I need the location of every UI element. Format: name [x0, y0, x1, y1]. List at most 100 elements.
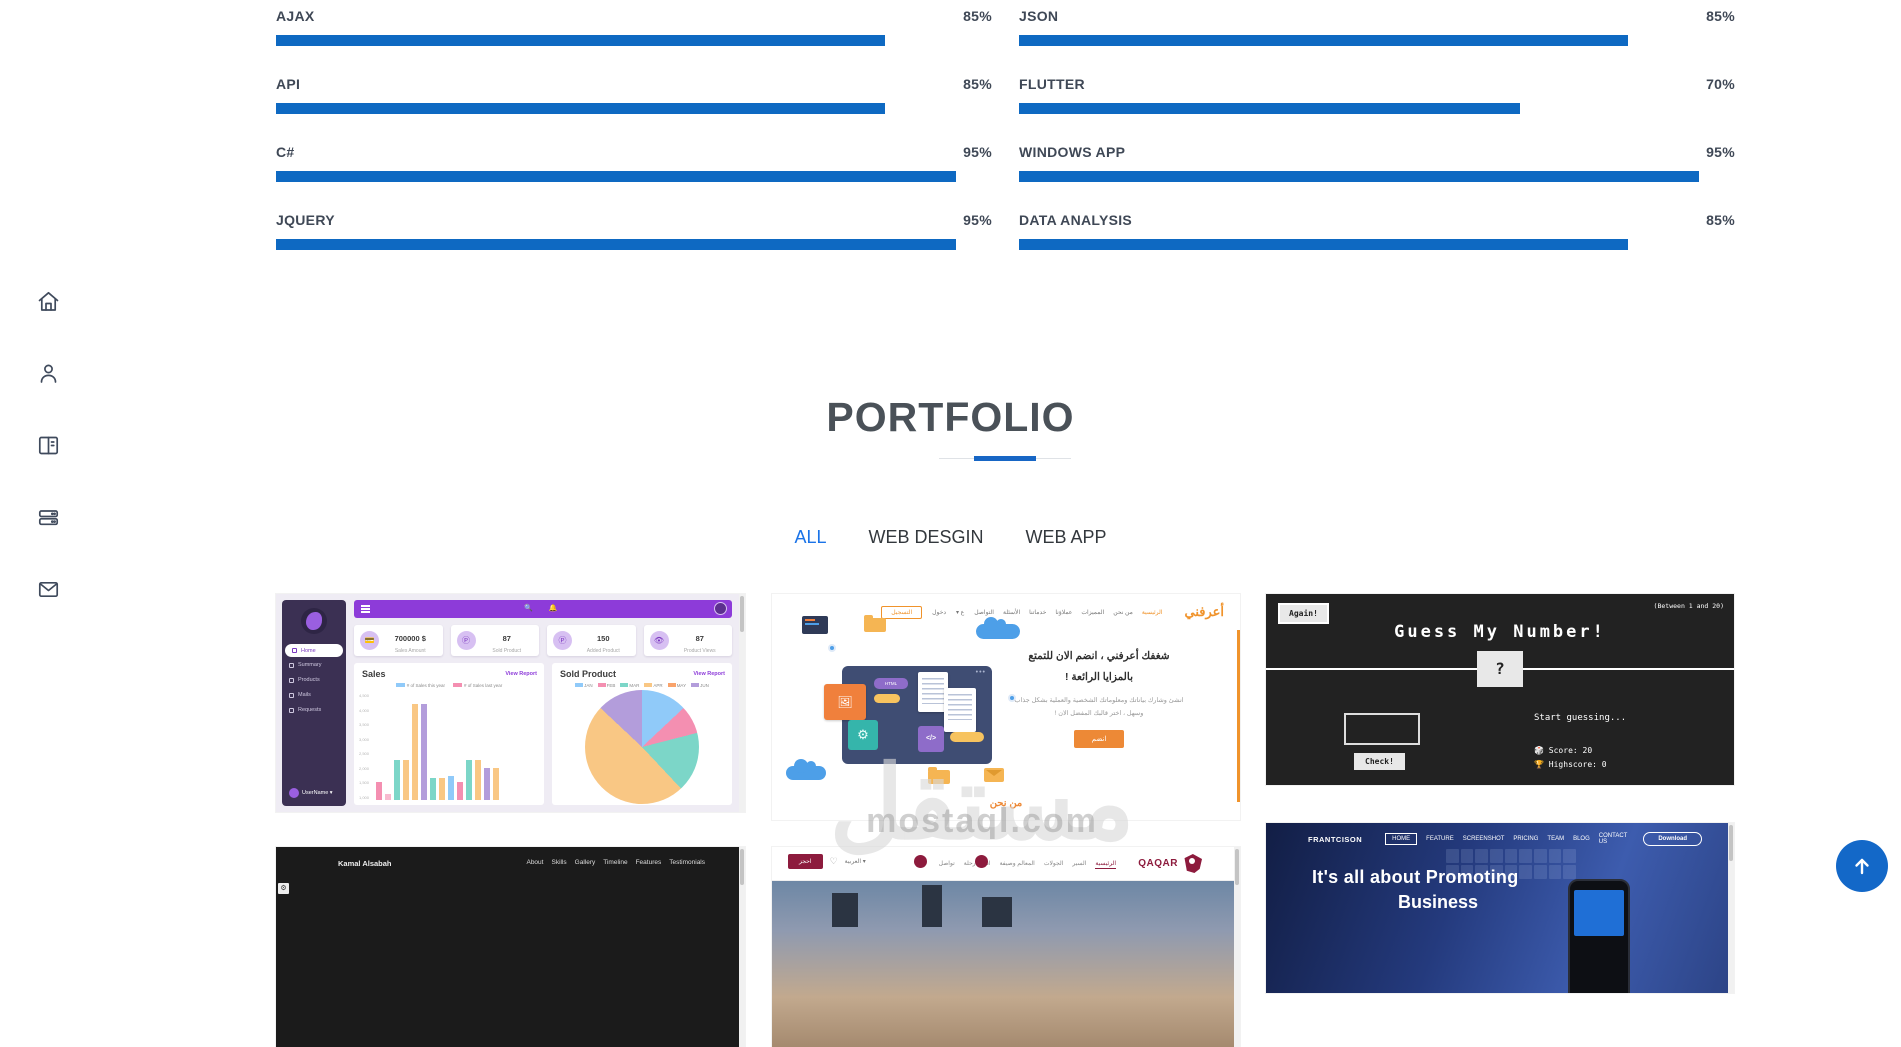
view-report-link: View Report — [505, 671, 537, 677]
portfolio-item-frantcison-site[interactable]: FRANTCISON HOME FEATURE SCREENSHOT PRICI… — [1266, 823, 1734, 993]
round-badge — [974, 855, 988, 868]
node-dot — [828, 644, 836, 652]
dashboard-username: UserName ▾ — [289, 788, 333, 798]
skill-progress-bar — [276, 103, 885, 114]
skill-percent: 85% — [1706, 8, 1735, 24]
download-button: Download — [1643, 832, 1702, 846]
stat-card-sold: Ⓟ 87 Sold Product — [450, 625, 539, 656]
check-button: Check! — [1354, 753, 1405, 770]
portfolio-item-arifni-site[interactable]: أعرفني الرئيسية من نحن المميزات عملاؤنا … — [772, 594, 1240, 820]
thumbnail-scrollbar — [1728, 823, 1734, 993]
side-nav-rail — [36, 289, 61, 602]
skill-progress-bar — [1019, 171, 1700, 182]
coin-icon: Ⓟ — [456, 631, 476, 650]
join-button: انضم — [1073, 730, 1125, 748]
game-title: Guess My Number! — [1394, 622, 1606, 642]
building-silhouette — [982, 897, 1012, 927]
skill-progress-bar — [1019, 103, 1521, 114]
thumbnail-scrollbar — [739, 847, 745, 1047]
site-brand: FRANTCISON — [1308, 834, 1363, 844]
skill-progress-bar — [276, 35, 885, 46]
mail-icon[interactable] — [36, 577, 61, 602]
home-icon[interactable] — [36, 289, 61, 314]
phone-mockup — [1568, 879, 1630, 993]
dashboard-menu-requests: Requests — [282, 703, 346, 717]
coin-icon: Ⓟ — [553, 631, 572, 650]
question-box: ? — [1477, 651, 1523, 687]
browser-window-shape: ••• 🖼 HTML ⚙ </> — [824, 666, 992, 764]
skill-percent: 85% — [1706, 212, 1735, 228]
tab-web-design[interactable]: WEB DESGIN — [868, 527, 984, 547]
tab-web-app[interactable]: WEB APP — [1025, 527, 1107, 547]
arifni-logo: أعرفني — [1184, 604, 1224, 619]
range-hint: (Between 1 and 20) — [1653, 602, 1724, 610]
thumbnail-scrollbar — [739, 594, 745, 812]
thumbnail-scrollbar — [1234, 847, 1240, 1047]
layout-icon[interactable] — [36, 433, 61, 458]
chart-title: Sold Product — [560, 669, 616, 679]
image-tile: 🖼 — [824, 684, 866, 720]
skill-label: DATA ANALYSIS — [1019, 212, 1133, 228]
skills-column-left: AJAX 85% API 85% C# 95% JQUERY 95% — [276, 0, 992, 272]
trophy-icon: 🏆 — [1534, 760, 1544, 769]
dashboard-menu-products: Products — [282, 673, 346, 687]
folder-shape — [864, 615, 886, 632]
skill-label: API — [276, 76, 301, 92]
skill-percent: 95% — [963, 212, 992, 228]
dashboard-stat-cards: 💳 700000 $ Sales Amount Ⓟ 87 Sold Product … — [354, 625, 732, 656]
keyboard-ghost-shape — [1446, 849, 1576, 879]
document-shape — [944, 688, 976, 732]
hero-photo — [772, 881, 1234, 1047]
user-icon[interactable] — [36, 361, 61, 386]
game-message: Start guessing... — [1534, 713, 1627, 723]
sold-product-pie-card: Sold Product View Report JAN FEB MAR APR… — [552, 663, 732, 805]
view-report-link: View Report — [693, 671, 725, 677]
signup-button: التسجيل — [881, 605, 923, 619]
skill-item: C# 95% — [276, 136, 992, 204]
again-button: Again! — [1278, 603, 1329, 624]
portfolio-grid: Home Summary Products Mails Requests Use… — [276, 594, 1734, 1047]
skill-progress-bar — [276, 239, 957, 250]
sales-bar-chart-card: Sales View Report # of Sales this year #… — [354, 663, 544, 805]
skill-percent: 70% — [1706, 76, 1735, 92]
skill-item: WINDOWS APP 95% — [1019, 136, 1735, 204]
skill-progress-bar — [1019, 239, 1628, 250]
round-badge — [913, 855, 927, 868]
chart-title: Sales — [362, 669, 386, 679]
y-axis-labels: 4,500 4,000 3,500 3,000 2,500 2,000 1,500 1,… — [359, 693, 370, 800]
stat-card-sales: 💳 700000 $ Sales Amount — [354, 625, 443, 656]
bar-chart — [376, 695, 536, 800]
cloud-shape — [786, 759, 826, 780]
skill-percent: 95% — [963, 144, 992, 160]
portfolio-filter-tabs: ALL WEB DESGIN WEB APP — [0, 527, 1901, 548]
skill-label: WINDOWS APP — [1019, 144, 1126, 160]
skill-label: AJAX — [276, 8, 315, 24]
heart-icon: ♡ — [829, 856, 838, 866]
server-icon[interactable] — [36, 505, 61, 530]
skill-item: FLUTTER 70% — [1019, 68, 1735, 136]
dashboard-menu-summary: Summary — [282, 658, 346, 672]
portfolio-item-personal-site[interactable]: Kamal Alsabah About Skills Gallery Timel… — [276, 847, 745, 1047]
dice-icon: 🎲 — [1534, 746, 1544, 755]
scroll-to-top-button[interactable] — [1836, 840, 1888, 892]
portfolio-item-qaqar-site[interactable]: QAQAR الرئيسية السير الجولات المعالم وصي… — [772, 847, 1240, 1047]
skill-label: JSON — [1019, 8, 1059, 24]
skill-item: AJAX 85% — [276, 0, 992, 68]
skill-progress-bar — [276, 171, 957, 182]
qaqar-header: QAQAR الرئيسية السير الجولات المعالم وصي… — [772, 847, 1240, 881]
node-dot — [1008, 694, 1016, 702]
settings-gear-icon: ⚙ — [278, 883, 289, 894]
qaqar-logo: QAQAR — [1138, 854, 1202, 873]
document-shape — [918, 672, 948, 712]
avatar — [714, 602, 727, 615]
dashboard-logo — [301, 608, 327, 634]
chip-shape — [874, 694, 900, 703]
tab-all[interactable]: ALL — [794, 527, 827, 547]
gear-tile: ⚙ — [848, 720, 878, 750]
code-tile: </> — [918, 726, 944, 752]
building-silhouette — [922, 885, 942, 927]
portfolio-item-admin-dashboard[interactable]: Home Summary Products Mails Requests Use… — [276, 594, 745, 812]
portfolio-item-guess-number-game[interactable]: Again! (Between 1 and 20) Guess My Numbe… — [1266, 594, 1734, 785]
hero-heading-line1: It's all about Promoting — [1312, 867, 1519, 887]
page-title: PORTFOLIO — [826, 394, 1075, 440]
